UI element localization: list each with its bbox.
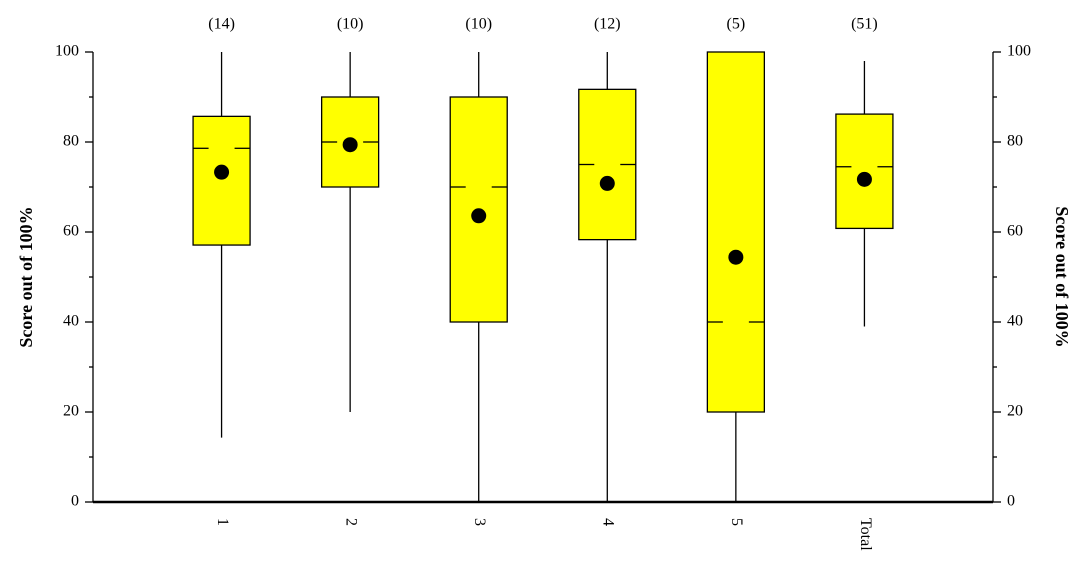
count-label: (12) — [594, 16, 621, 33]
y2-tick-label: 60 — [1007, 223, 1023, 240]
count-label: (5) — [727, 16, 746, 33]
y2-tick-label: 40 — [1007, 313, 1023, 330]
mean-dot — [728, 249, 744, 265]
box — [706, 51, 766, 413]
y-tick-label: 60 — [63, 223, 79, 240]
count-label: (10) — [337, 16, 364, 33]
mean-dot — [599, 175, 615, 191]
box — [192, 115, 251, 246]
mean-dot — [214, 164, 230, 180]
y-tick-label: 40 — [63, 313, 79, 330]
x-tick-label: Total — [857, 518, 874, 551]
y-tick-label: 0 — [71, 493, 79, 510]
y-axis-label: Score out of 100% — [16, 206, 36, 347]
y2-axis-label: Score out of 100% — [1052, 206, 1072, 347]
y2-tick-label: 0 — [1007, 493, 1015, 510]
mean-dot — [342, 137, 358, 153]
x-tick-label: 3 — [471, 518, 488, 526]
x-tick-label: 2 — [342, 518, 359, 526]
y2-tick-label: 80 — [1007, 133, 1023, 150]
x-tick-label: 5 — [728, 518, 745, 526]
x-tick-label: 4 — [600, 518, 617, 526]
y-tick-label: 80 — [63, 133, 79, 150]
y-tick-label: 20 — [63, 403, 79, 420]
box — [835, 113, 894, 230]
y-tick-label: 100 — [55, 43, 79, 60]
y2-tick-label: 100 — [1007, 43, 1031, 60]
count-label: (14) — [208, 16, 235, 33]
mean-dot — [856, 171, 872, 187]
count-label: (51) — [851, 16, 878, 33]
mean-dot — [471, 208, 487, 224]
count-label: (10) — [465, 16, 492, 33]
x-tick-label: 1 — [214, 518, 231, 526]
y2-tick-label: 20 — [1007, 403, 1023, 420]
